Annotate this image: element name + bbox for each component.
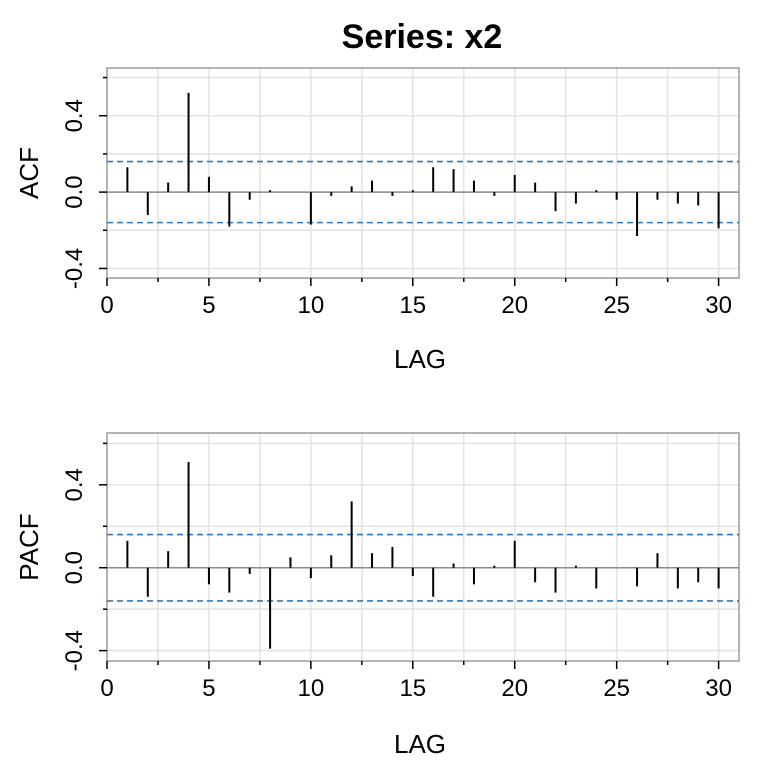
x-tick-label: 5: [202, 675, 215, 702]
x-tick-label: 25: [603, 292, 630, 319]
plot-frame: [106, 67, 740, 279]
y-tick-label: 0.4: [61, 99, 88, 132]
x-tick-label: 5: [202, 292, 215, 319]
x-axis-label: LAG: [394, 729, 446, 759]
chart-title: Series: x2: [342, 18, 503, 56]
bottom-panel: 0 5 10 15 20 25 30 -0.4 0.0 0.4 PACF LAG: [14, 432, 740, 759]
x-tick-label: 20: [501, 675, 528, 702]
panels: 0 5 10 15 20 25 30 -0.4 0.0 0.4 ACF LAG 0 5 10 15 20 25 30…: [14, 67, 740, 759]
top-panel: 0 5 10 15 20 25 30 -0.4 0.0 0.4 ACF LAG: [14, 67, 740, 374]
x-tick-label: 15: [399, 292, 426, 319]
x-tick-label: 30: [705, 292, 732, 319]
x-axis-label: LAG: [394, 344, 446, 374]
y-tick-label: 0.0: [61, 551, 88, 584]
x-tick-label: 10: [298, 292, 325, 319]
x-tick-label: 10: [298, 675, 325, 702]
x-tick-label: 0: [100, 292, 113, 319]
x-tick-label: 0: [100, 675, 113, 702]
x-tick-label: 25: [603, 675, 630, 702]
plot-frame: [106, 432, 740, 662]
y-tick-label: -0.4: [61, 630, 88, 671]
x-tick-label: 30: [705, 675, 732, 702]
y-tick-label: -0.4: [61, 248, 88, 289]
y-axis-label: ACF: [14, 147, 44, 199]
y-axis-label: PACF: [14, 513, 44, 580]
y-tick-label: 0.4: [61, 468, 88, 501]
x-tick-label: 20: [501, 292, 528, 319]
y-tick-label: 0.0: [61, 175, 88, 208]
x-tick-label: 15: [399, 675, 426, 702]
